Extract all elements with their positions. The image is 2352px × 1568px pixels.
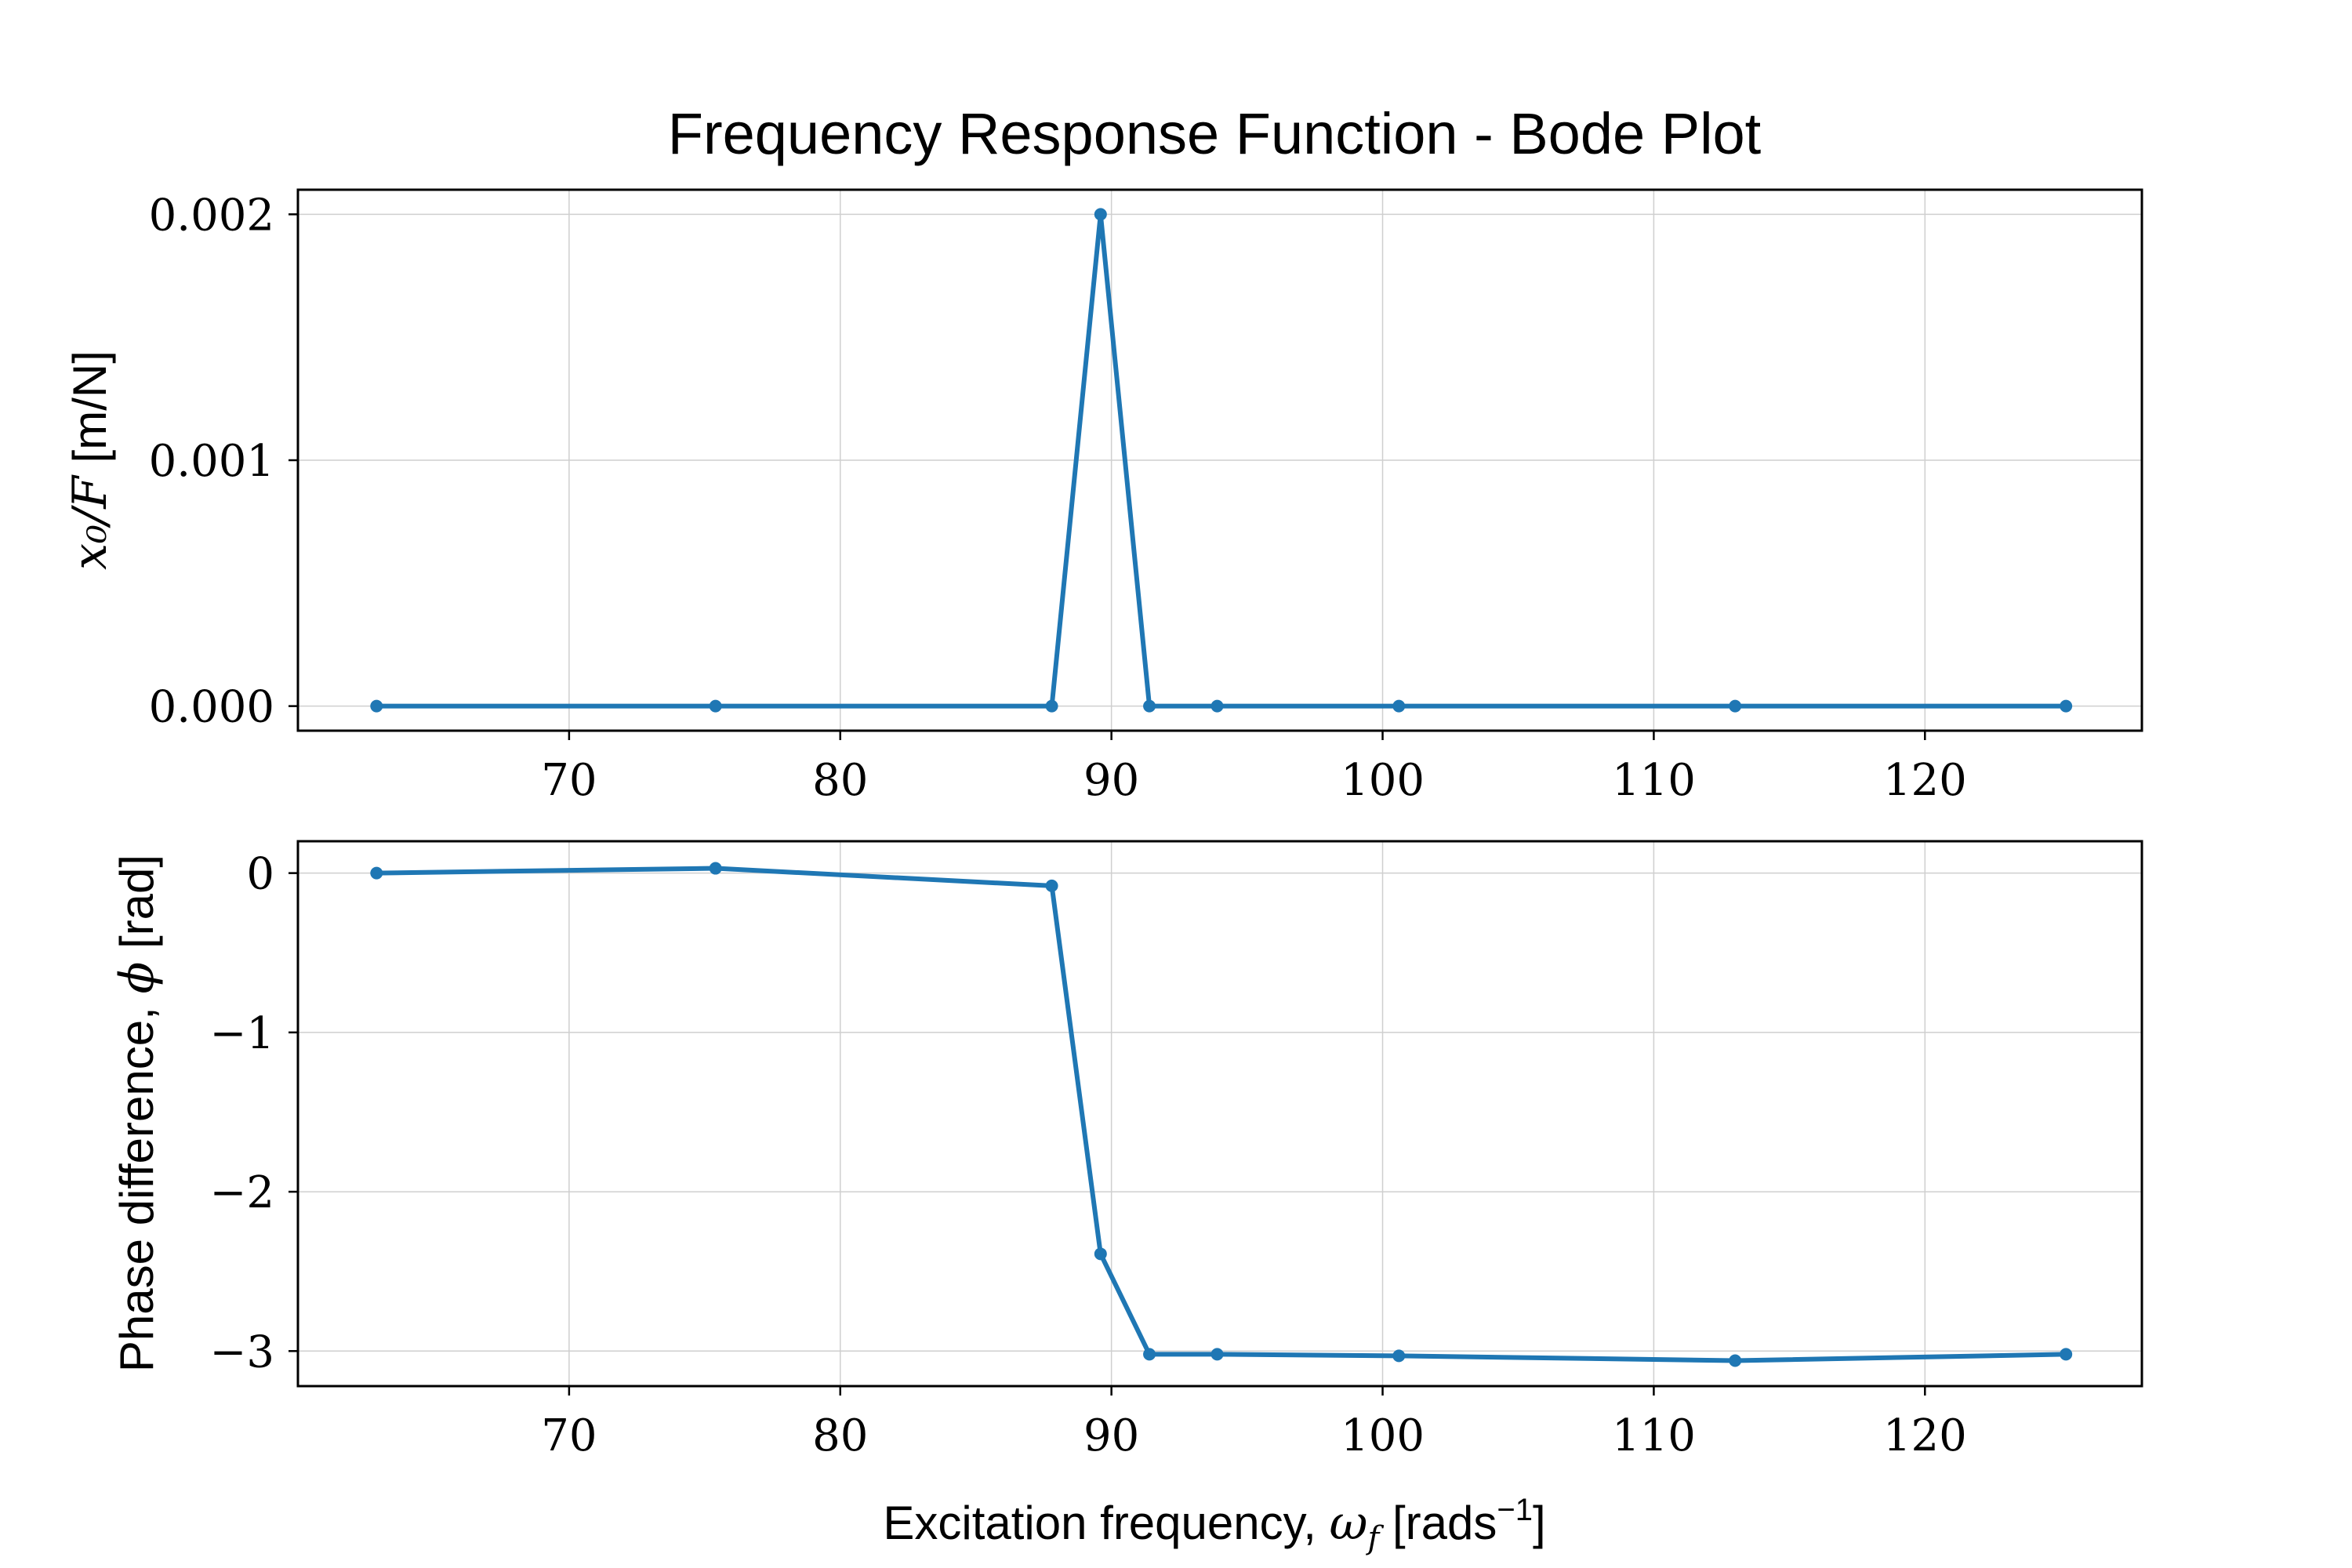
phase-x-tick-label: 70 [541,1410,597,1461]
phase-x-tick-label: 90 [1083,1410,1139,1461]
magnitude-y-axis-unit: [m/N] [64,350,116,476]
chart-title: Frequency Response Function - Bode Plot [668,101,1762,166]
phase-x-tick-label: 80 [812,1410,868,1461]
phase-panel: 70 80 90 100 110 120 0 −1 −2 −3 Phase difference,… [110,840,2143,1556]
x-axis-unit-pre: [rads [1379,1497,1497,1549]
magnitude-data-point [709,699,722,713]
magnitude-x-tick-label: 80 [812,755,868,806]
phase-y-axis-math: ϕ [110,962,165,994]
phase-ticks: 70 80 90 100 110 120 0 −1 −2 −3 [209,849,1966,1461]
phase-data-point [1045,879,1058,892]
magnitude-y-axis-math: x₀/F [63,474,118,570]
phase-x-tick-label: 110 [1612,1410,1696,1461]
magnitude-y-tick-label: 0.000 [149,682,274,733]
magnitude-markers [370,208,2073,713]
phase-y-axis-unit: [rad] [111,855,163,962]
phase-y-tick-label: −3 [209,1327,274,1377]
phase-y-tick-label: −1 [209,1008,274,1059]
magnitude-data-point [1729,699,1742,713]
magnitude-data-point [1045,699,1058,713]
phase-x-tick-label: 100 [1341,1410,1425,1461]
phase-data-point [1729,1354,1742,1367]
magnitude-ticks: 70 80 90 100 110 120 0.000 0.001 0.002 [149,190,1967,806]
magnitude-x-tick-label: 100 [1341,755,1425,806]
x-axis-math: ω [1330,1496,1368,1551]
phase-data-point [1143,1348,1156,1361]
magnitude-x-tick-label: 70 [541,755,597,806]
phase-y-tick-label: −2 [209,1167,274,1218]
magnitude-data-point [1094,208,1107,221]
phase-data-point [1210,1348,1224,1361]
phase-y-axis-label: Phase difference, ϕ [rad] [110,855,165,1372]
magnitude-data-point [1143,699,1156,713]
phase-y-tick-label: 0 [246,849,274,900]
phase-data-point [709,862,722,875]
phase-x-tick-label: 120 [1883,1410,1967,1461]
phase-y-axis-text: Phase difference, [111,994,163,1373]
magnitude-x-tick-label: 110 [1612,755,1696,806]
phase-axes-frame [296,840,2143,1388]
magnitude-x-tick-label: 90 [1083,755,1139,806]
x-axis-text: Excitation frequency, [883,1497,1329,1549]
magnitude-y-tick-label: 0.001 [149,436,274,487]
magnitude-panel: 70 80 90 100 110 120 0.000 0.001 0.002 x₀/F [m/N… [63,188,2143,806]
phase-data-point [2060,1348,2073,1361]
magnitude-y-tick-label: 0.002 [149,190,274,241]
phase-data-point [370,866,383,880]
phase-data-point [1392,1349,1406,1363]
phase-markers [370,862,2073,1367]
magnitude-x-tick-label: 120 [1883,755,1967,806]
x-axis-unit-post: ] [1533,1497,1546,1549]
x-axis-label: Excitation frequency, ωf [rads−1] [883,1493,1545,1556]
magnitude-y-axis-label: x₀/F [m/N] [63,350,118,570]
magnitude-data-point [370,699,383,713]
magnitude-data-point [1210,699,1224,713]
magnitude-data-point [2060,699,2073,713]
magnitude-data-point [1392,699,1406,713]
x-axis-unit-sup: −1 [1497,1493,1533,1527]
phase-data-point [1094,1247,1107,1261]
